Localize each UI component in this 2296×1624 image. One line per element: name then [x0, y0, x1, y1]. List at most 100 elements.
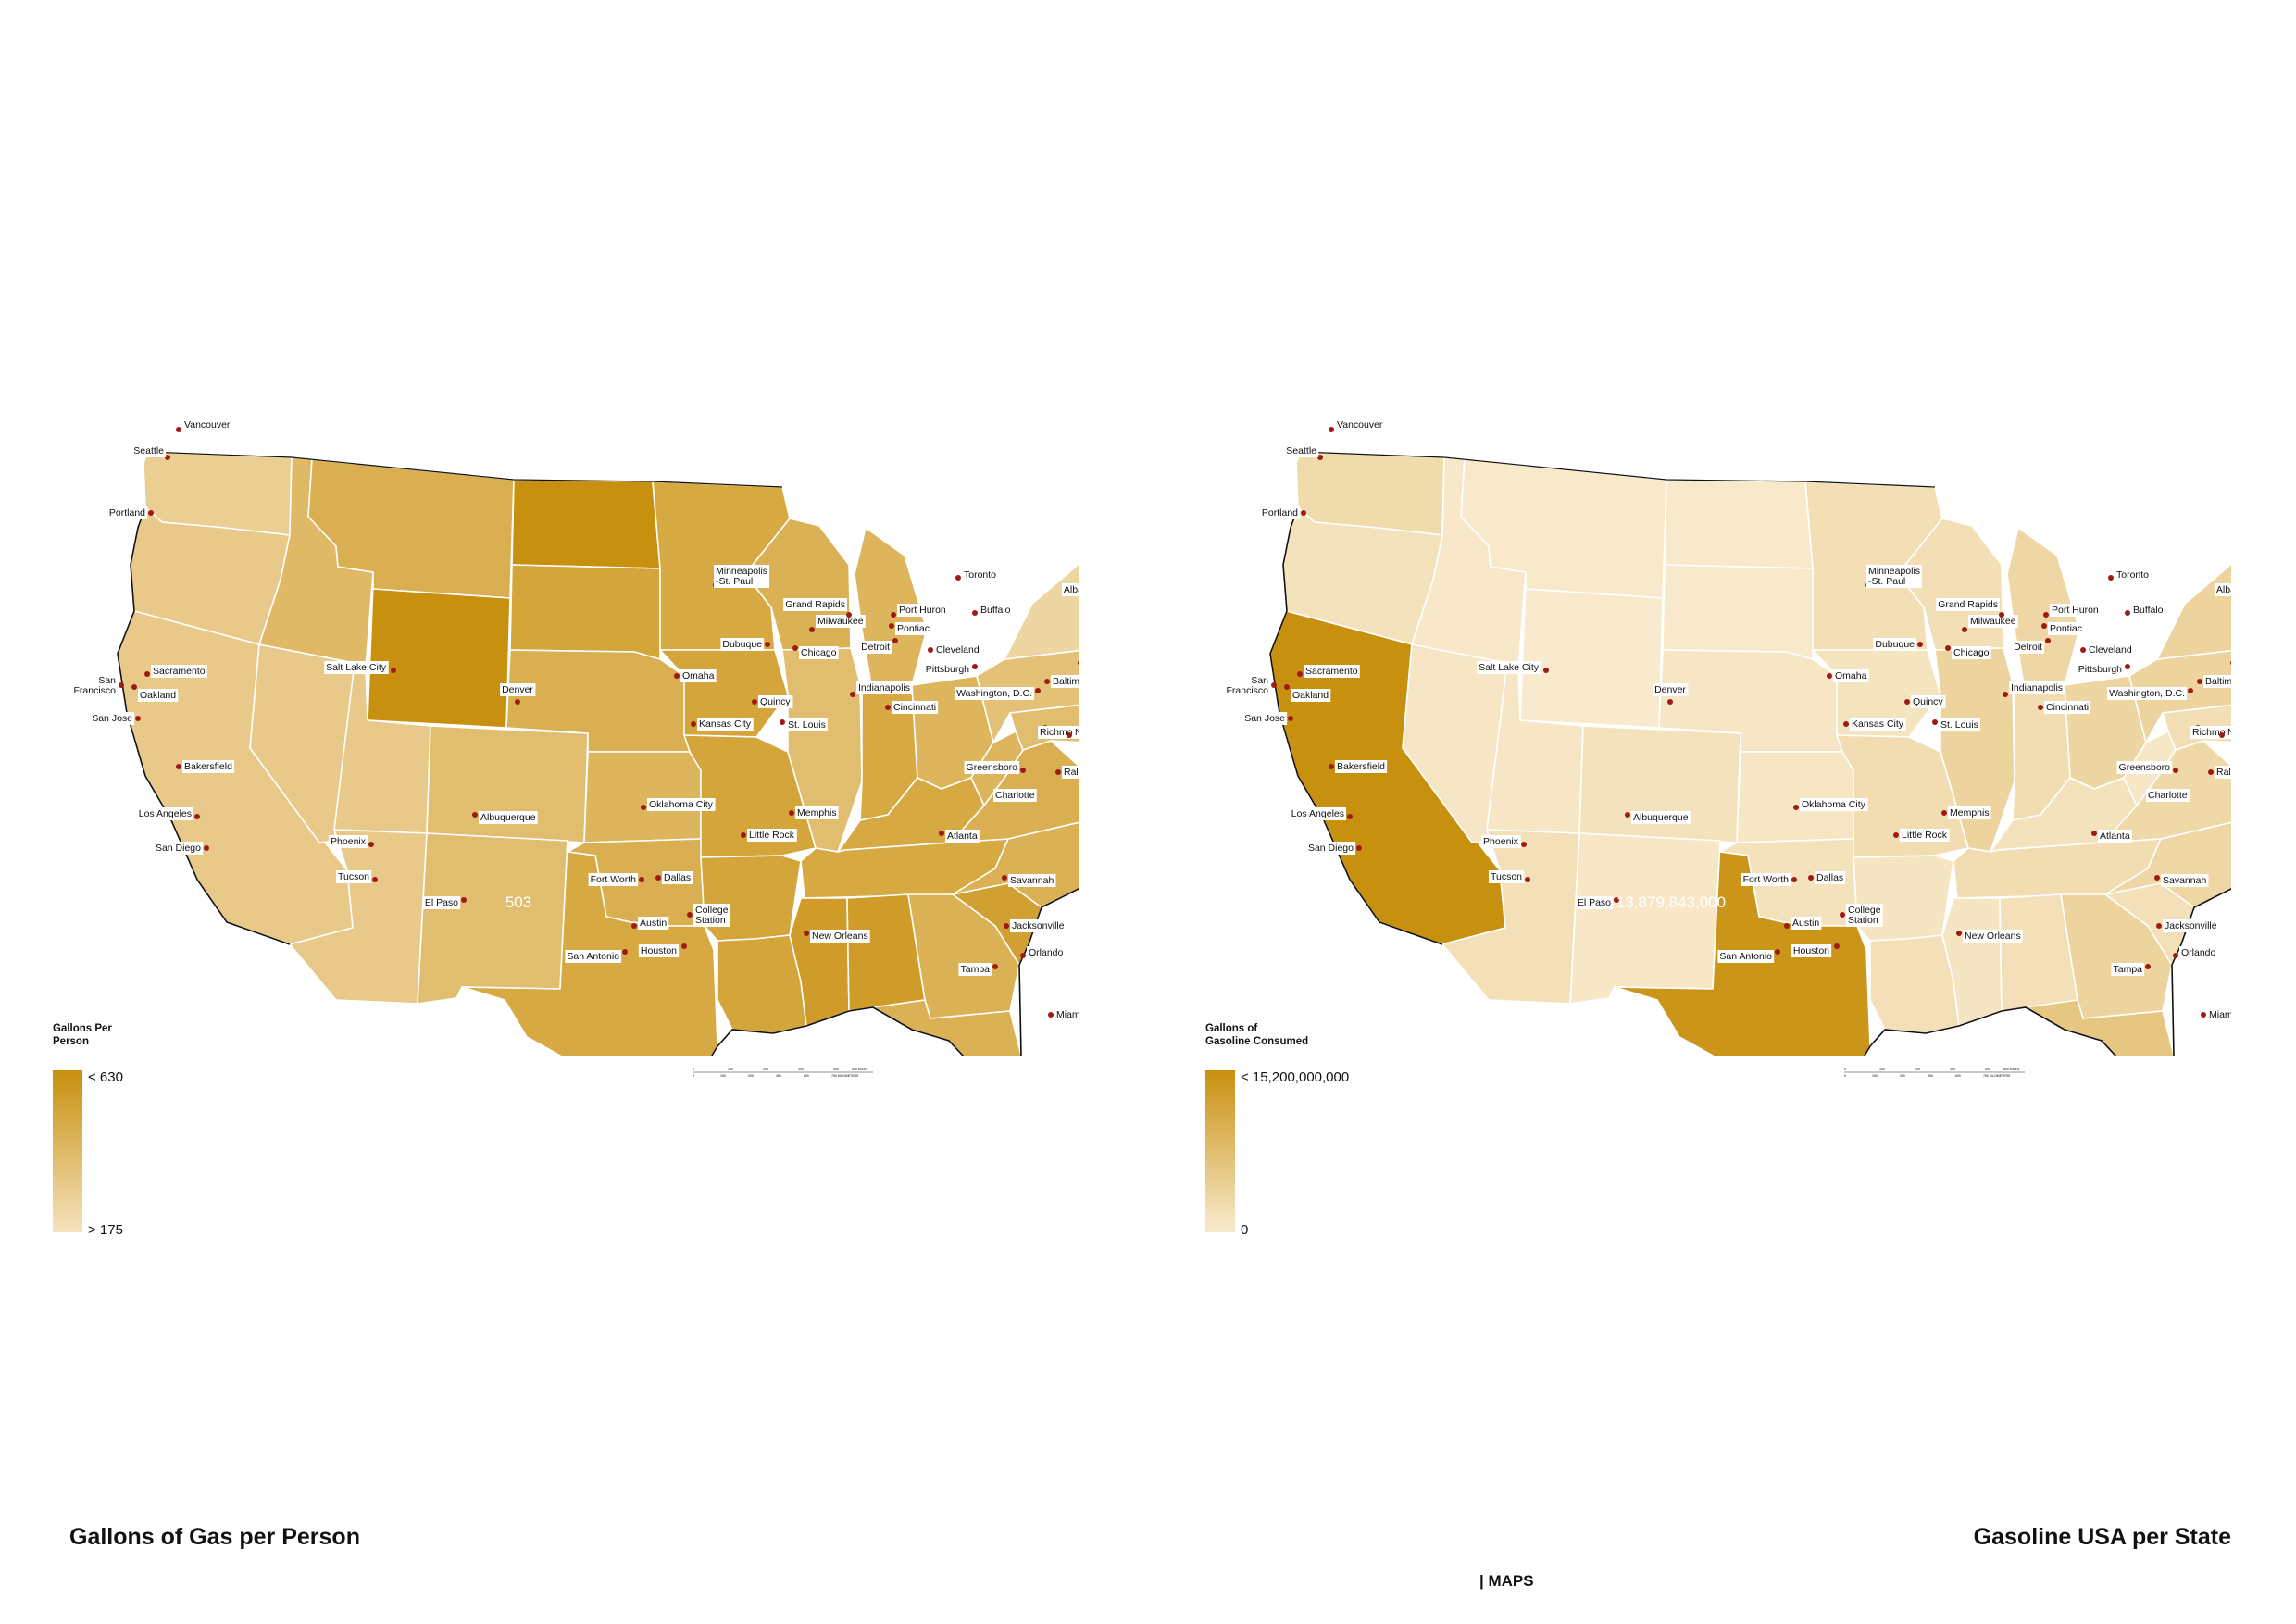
city-dot [1317, 455, 1323, 460]
city-label: Little Rock [749, 830, 795, 841]
city-label: Albany [2216, 584, 2231, 595]
city-dot [1956, 931, 1962, 936]
scale-tick-label: 200 [1915, 1068, 1920, 1071]
city-marker: Buffalo [972, 604, 1013, 617]
city-marker: Detroit [859, 638, 898, 654]
city-dot [850, 692, 855, 697]
city-label: Savannah [1010, 875, 1054, 886]
city-dot [752, 699, 757, 705]
scale-tick-label: 300 [1900, 1074, 1905, 1078]
city-dot [1834, 943, 1840, 949]
city-dot [2043, 612, 2049, 618]
city-label: Houston [641, 945, 677, 956]
city-label-background [500, 683, 536, 696]
city-label-background [1653, 683, 1689, 696]
city-label-background [1008, 874, 1056, 887]
city-label-background [1073, 726, 1079, 739]
city-marker: Dallas [1808, 871, 1846, 884]
city-label: Indianapolis [2011, 682, 2063, 693]
city-label: Denver [502, 684, 533, 695]
city-dot [1917, 642, 1923, 647]
city-label-background [2044, 701, 2091, 714]
city-label-background [859, 641, 892, 654]
city-label: Charlotte [2148, 790, 2188, 801]
city-label: Albany [1064, 584, 1079, 595]
legend-max-label: < 630 [88, 1069, 123, 1085]
city-label: Salt Lake City [326, 662, 387, 673]
city-marker: Washington, D.C. [2107, 687, 2193, 700]
city-dot [1808, 875, 1814, 881]
city-label-background [1631, 811, 1691, 824]
city-label-background [2146, 789, 2190, 802]
city-label-background [2163, 919, 2219, 932]
scale-tick-label: 150 [1872, 1074, 1878, 1078]
city-marker: College Station [687, 904, 730, 927]
city-dot [1625, 812, 1630, 818]
east-gulf-coastline [1864, 887, 2231, 1056]
city-label-background [693, 904, 730, 927]
city-dot [655, 875, 661, 881]
city-marker: Seattle [131, 444, 170, 460]
city-label: Orlando [1029, 947, 1064, 958]
city-dot [2003, 692, 2008, 697]
city-dot [472, 812, 478, 818]
city-dot [461, 897, 467, 903]
city-marker: Pittsburgh [923, 663, 978, 676]
city-dot [1893, 832, 1899, 838]
city-dot [885, 705, 891, 710]
city-marker: Grand Rapids [1936, 598, 2004, 618]
city-label-background [131, 444, 167, 457]
city-label-background [720, 638, 765, 651]
city-marker: Indianapolis [850, 681, 913, 697]
city-label: Greensboro [967, 762, 1018, 773]
northern-border [147, 451, 783, 488]
city-label-background [1850, 718, 1906, 731]
scale-tick-label: 0 [1844, 1074, 1846, 1078]
city-label: Seattle [1286, 445, 1316, 456]
city-dot [131, 684, 137, 690]
state-ny [1004, 562, 1079, 660]
city-label: Cincinnati [893, 702, 936, 713]
legend-title: Gallons of Gasoline Consumed [1205, 1022, 1344, 1048]
city-dot [391, 668, 396, 673]
city-label-background [1051, 675, 1079, 688]
city-marker: San Antonio [1717, 949, 1780, 963]
city-label-background [895, 622, 932, 635]
city-dot [789, 810, 794, 816]
city-marker: Little Rock [741, 829, 797, 842]
scale-ticks: 0 100 200 300 400 500 MILES 0 150 300 45… [693, 1068, 868, 1078]
city-dot [1945, 645, 1951, 651]
city-label: Indianapolis [858, 682, 910, 693]
city-dot [1932, 719, 1938, 725]
city-dot [2125, 664, 2130, 669]
city-label-background [90, 712, 135, 725]
city-dot [2173, 953, 2178, 958]
city-label: Toronto [964, 569, 996, 581]
city-marker: Richmond [1038, 725, 1079, 739]
city-label: Savannah [2163, 875, 2206, 886]
city-marker: Los Angeles [1289, 807, 1353, 820]
legend-title: Gallons Per Person [53, 1022, 192, 1048]
city-label-background [588, 873, 639, 886]
city-marker: Jacksonville [1004, 919, 1067, 932]
city-label-background [714, 565, 770, 588]
city-label-background [1911, 695, 1946, 708]
city-label: Albuquerque [1633, 812, 1689, 823]
city-marker: Greensboro [964, 761, 1026, 774]
city-label: Newport News [2227, 727, 2231, 738]
city-dot [1002, 875, 1007, 881]
city-marker: Charlotte [2146, 789, 2190, 802]
city-marker: Seattle [1284, 444, 1323, 460]
city-dot [1004, 923, 1009, 929]
scale-tick-label: 400 [1985, 1068, 1990, 1071]
city-label-background [2115, 568, 2152, 581]
city-label-background [2116, 761, 2173, 774]
city-label-background [1968, 615, 2018, 628]
city-marker: Memphis [1941, 806, 1991, 819]
city-marker: Minneapolis -St. Paul [713, 565, 770, 588]
city-label-background [422, 896, 461, 909]
city-label-background [662, 871, 693, 884]
legend-max-label: < 15,200,000,000 [1241, 1069, 1350, 1085]
city-label: Sacramento [1305, 666, 1358, 677]
city-label: San Diego [1308, 843, 1354, 854]
